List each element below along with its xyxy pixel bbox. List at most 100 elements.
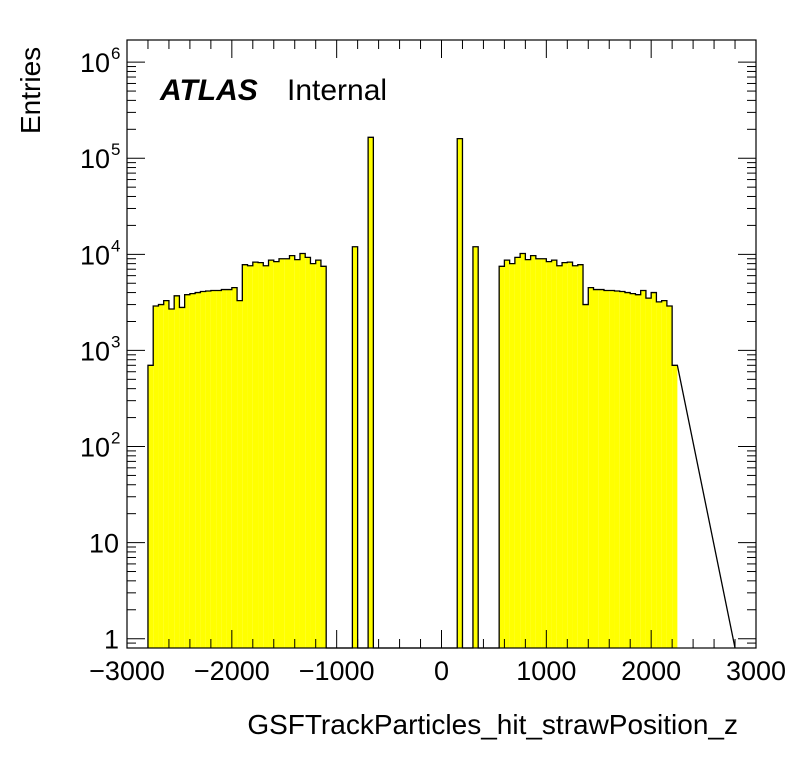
y-tick-exponent: 3 [111, 332, 120, 351]
histogram-bin [572, 265, 578, 648]
x-tick-label: 3000 [726, 656, 786, 686]
histogram-bin [263, 265, 269, 648]
y-tick-exponent: 4 [111, 236, 120, 255]
histogram-bin [525, 259, 531, 648]
histogram-bin [514, 257, 521, 648]
histogram-bars [147, 136, 736, 649]
histogram-bin [520, 253, 526, 648]
histogram-bin [247, 265, 253, 648]
histogram-bin [499, 266, 505, 648]
y-tick-exponent: 5 [111, 140, 120, 159]
y-tick-label: 1 [104, 625, 119, 655]
histogram-bin [210, 290, 217, 648]
histogram-bin [640, 290, 646, 648]
histogram-bin [551, 260, 557, 648]
histogram-bin [352, 246, 358, 648]
y-tick-base: 10 [80, 48, 110, 78]
histogram-bin [546, 261, 552, 648]
histogram-bin [205, 291, 211, 648]
histogram-bin [179, 307, 185, 648]
histogram-bin [472, 246, 479, 648]
histogram-bin [268, 260, 274, 648]
y-tick-label: 10 [80, 240, 110, 270]
histogram-bin [315, 260, 321, 648]
histogram-bin [661, 300, 667, 648]
y-tick-exponent: 2 [111, 429, 120, 448]
y-tick-label: 10 [80, 336, 110, 366]
histogram-bin [651, 292, 657, 648]
y-tick-base: 10 [80, 336, 110, 366]
histogram-bin [535, 258, 542, 648]
internal-label: Internal [287, 74, 387, 107]
y-tick-base: 10 [80, 144, 110, 174]
histogram-bin [189, 293, 196, 648]
histogram-bin [635, 294, 641, 648]
histogram-bin [200, 291, 206, 648]
histogram-bin [279, 258, 285, 648]
histogram-bin [598, 289, 604, 648]
histogram-bin [216, 290, 222, 648]
histogram-bin [226, 289, 232, 648]
histogram-bin [603, 290, 610, 648]
histogram-bin [305, 257, 311, 648]
histogram-bin [289, 255, 295, 649]
histogram-bin [252, 262, 259, 648]
y-tick-base: 10 [80, 240, 110, 270]
y-tick-label: 10 [89, 529, 119, 559]
histogram-bin [593, 289, 599, 648]
histogram-bin [672, 365, 678, 648]
histogram-bin [609, 290, 615, 648]
histogram-bin [273, 261, 280, 648]
x-tick-label: −2000 [194, 656, 270, 686]
y-tick-base: 10 [80, 433, 110, 463]
axis-ticks [126, 40, 757, 649]
histogram-bin [174, 295, 180, 648]
x-axis-title: GSFTrackParticles_hit_strawPosition_z [247, 709, 738, 740]
histogram-bin [168, 308, 175, 648]
histogram-bin [258, 262, 264, 648]
histogram-bin [583, 304, 589, 648]
histogram-bin [320, 266, 327, 648]
histogram-bin [457, 138, 463, 648]
histogram-bin [556, 265, 563, 648]
histogram-bin [630, 293, 636, 648]
histogram-bin [163, 300, 169, 648]
atlas-label: ATLAS [159, 74, 258, 107]
histogram-bin [656, 301, 662, 648]
y-tick-label: 10 [80, 48, 110, 78]
histogram-bin [666, 305, 673, 648]
histogram-bin [577, 264, 584, 648]
y-tick-label: 10 [80, 144, 110, 174]
histogram-bin [504, 260, 510, 648]
y-tick-exponent: 6 [111, 44, 120, 63]
histogram-bin [645, 298, 652, 648]
histogram-bin [619, 291, 625, 648]
histogram-bin [221, 289, 227, 648]
x-tick-label: 1000 [516, 656, 576, 686]
histogram-bin [237, 300, 243, 648]
histogram-bin [368, 137, 374, 648]
histogram-bin [147, 365, 154, 648]
x-tick-label: 2000 [621, 656, 681, 686]
x-tick-label: −3000 [89, 656, 165, 686]
x-tick-labels: −3000 −2000 −1000 0 1000 2000 3000 [89, 656, 786, 686]
histogram-bin [195, 292, 201, 648]
x-tick-label: −1000 [299, 656, 375, 686]
histogram-bin [614, 291, 620, 648]
histogram-bin [158, 304, 164, 648]
histogram-bin [541, 258, 547, 648]
histogram-bin [562, 262, 568, 648]
y-tick-label: 10 [80, 433, 110, 463]
histogram-bin [153, 305, 159, 648]
histogram-bin [242, 264, 248, 648]
histogram-bin [588, 287, 594, 648]
histogram-bin [284, 258, 290, 648]
histogram-bin [509, 263, 515, 648]
y-tick-base: 1 [104, 625, 119, 655]
histogram-bin [624, 292, 631, 648]
histogram-bin [184, 294, 190, 648]
x-tick-label: 0 [434, 656, 449, 686]
histogram-bin [299, 253, 306, 648]
